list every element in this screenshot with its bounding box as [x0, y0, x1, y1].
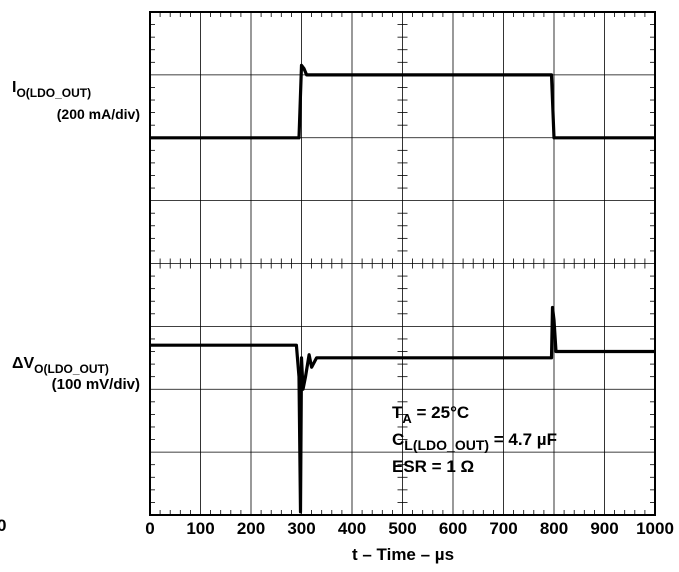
x-tick-label: 0 — [145, 519, 154, 538]
annotation-capacitance-main: C — [392, 430, 404, 449]
current-channel-label: IO(LDO_OUT) — [12, 79, 91, 100]
annotation-temperature-sub: A — [402, 411, 412, 426]
current-trace — [150, 63, 655, 140]
voltage-label-sub: O(LDO_OUT) — [34, 362, 109, 376]
annotation-temperature-main: T — [392, 403, 403, 422]
x-tick-label: 1000 — [636, 519, 674, 538]
x-tick-label: 300 — [287, 519, 315, 538]
voltage-label-main: ΔV — [12, 355, 35, 372]
current-label-sub: O(LDO_OUT) — [16, 86, 91, 100]
annotation-capacitance: CL(LDO_OUT) = 4.7 µF — [392, 430, 557, 453]
voltage-channel-label: ΔVO(LDO_OUT) — [12, 355, 109, 376]
x-tick-label: 400 — [338, 519, 366, 538]
x-axis-label: t – Time – µs — [352, 545, 454, 564]
x-tick-label: 500 — [388, 519, 416, 538]
x-tick-label: 600 — [439, 519, 467, 538]
annotation-esr: ESR = 1 Ω — [392, 457, 474, 476]
x-tick-label: 200 — [237, 519, 265, 538]
voltage-scale-label: (100 mV/div) — [52, 376, 140, 393]
x-tick-labels: 0 100 200 300 400 500 600 700 800 900 1000 — [145, 519, 674, 538]
annotation-temperature: TA = 25°C — [392, 403, 469, 426]
current-label-main: I — [12, 79, 16, 96]
stray-zero-label: 0 — [0, 516, 6, 535]
annotation-capacitance-rest: = 4.7 µF — [489, 430, 557, 449]
traces — [150, 63, 655, 514]
x-tick-label: 700 — [489, 519, 517, 538]
annotation-temperature-rest: = 25°C — [412, 403, 469, 422]
x-tick-label: 900 — [590, 519, 618, 538]
plot-frame — [149, 11, 656, 516]
current-scale-label: (200 mA/div) — [57, 106, 140, 122]
annotation-capacitance-sub: L(LDO_OUT) — [404, 437, 489, 453]
x-tick-label: 100 — [186, 519, 214, 538]
x-tick-label: 800 — [540, 519, 568, 538]
voltage-trace — [150, 305, 655, 514]
